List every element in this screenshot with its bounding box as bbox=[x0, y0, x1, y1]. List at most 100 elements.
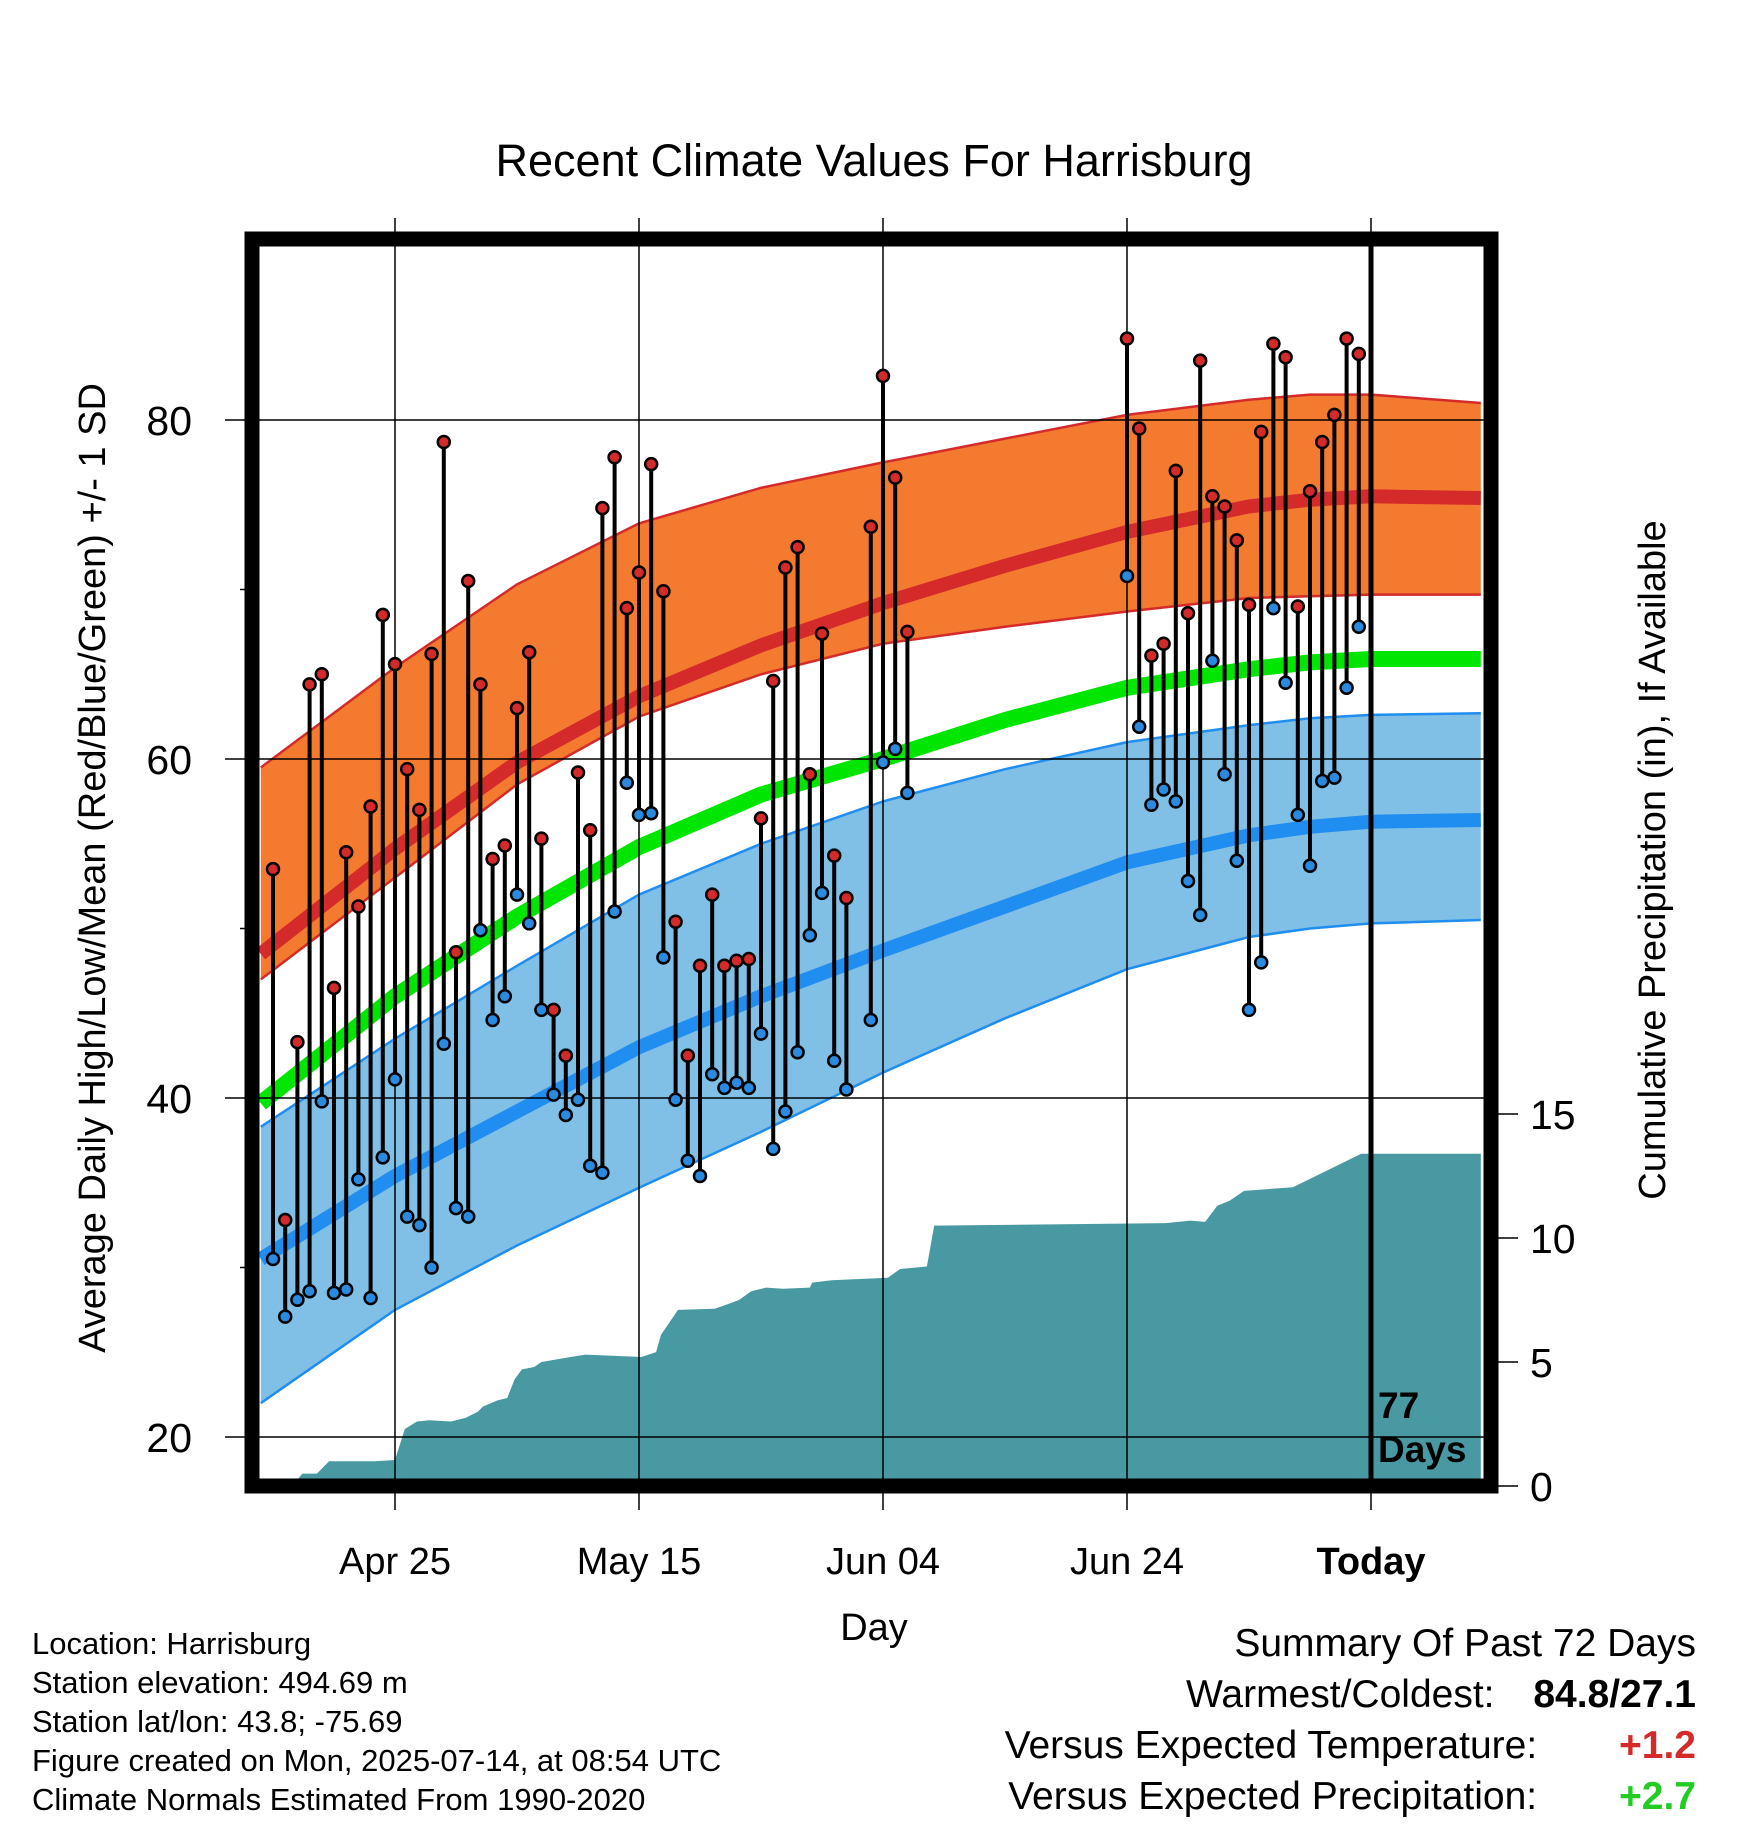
daily-high-point bbox=[521, 644, 537, 660]
summary-precip-value: +2.7 bbox=[1619, 1775, 1696, 1818]
summary-precip: Versus Expected Precipitation: +2.7 bbox=[1008, 1774, 1696, 1820]
y2-tick-label: 0 bbox=[1530, 1464, 1553, 1510]
daily-low-point bbox=[802, 928, 818, 943]
daily-low-point bbox=[363, 1290, 378, 1306]
mean-low-line bbox=[259, 813, 1481, 1265]
daily-high-point bbox=[1217, 499, 1232, 514]
high-upper-edge bbox=[260, 393, 1481, 769]
daily-high-point bbox=[363, 799, 378, 814]
daily-high-point bbox=[778, 560, 793, 575]
daily-high-point bbox=[643, 456, 659, 472]
daily-low-point bbox=[424, 1260, 439, 1275]
daily-high-point bbox=[509, 700, 525, 716]
daily-low-point bbox=[485, 1012, 500, 1028]
summary-precip-label: Versus Expected Precipitation: bbox=[1008, 1775, 1538, 1818]
daily-low-point bbox=[277, 1309, 293, 1324]
daily-low-point bbox=[399, 1209, 415, 1224]
daily-low-point bbox=[900, 785, 915, 801]
daily-low-point bbox=[863, 1012, 879, 1028]
daily-high-point bbox=[1290, 599, 1306, 614]
daily-high-point bbox=[741, 951, 757, 967]
daily-low-point bbox=[1180, 873, 1196, 889]
daily-low-point bbox=[509, 887, 525, 902]
daily-high-point bbox=[436, 434, 452, 450]
daily-high-point bbox=[1351, 346, 1367, 362]
daily-low-point bbox=[375, 1150, 391, 1165]
daily-low-point bbox=[1314, 773, 1330, 789]
daily-low-point bbox=[753, 1026, 769, 1041]
daily-low-point bbox=[1217, 767, 1232, 782]
x-tick-label: May 15 bbox=[577, 1541, 702, 1583]
daily-high-point bbox=[412, 802, 427, 818]
daily-high-point bbox=[546, 1002, 561, 1018]
daily-low-point bbox=[741, 1080, 757, 1096]
summary-warmest: Warmest/Coldest: 84.8/27.1 bbox=[1186, 1672, 1696, 1718]
daily-low-point bbox=[497, 989, 513, 1004]
daily-low-point bbox=[1192, 907, 1208, 923]
daily-high-point bbox=[1156, 636, 1171, 651]
daily-low-point bbox=[887, 741, 903, 757]
daily-low-point bbox=[546, 1087, 561, 1102]
daily-high-point bbox=[351, 899, 366, 914]
daily-low-point bbox=[412, 1217, 427, 1233]
daily-low-point bbox=[875, 755, 891, 770]
daily-low-point bbox=[1339, 680, 1354, 696]
daily-high-point bbox=[887, 470, 903, 485]
y-axis-label: Average Daily High/Low/Mean (Red/Blue/Gr… bbox=[72, 383, 114, 1353]
daily-high-point bbox=[1253, 424, 1269, 440]
summary-temp-value: +1.2 bbox=[1619, 1724, 1696, 1767]
daily-high-point bbox=[326, 980, 342, 996]
daily-low-point bbox=[1327, 770, 1342, 785]
chart-title: Recent Climate Values For Harrisburg bbox=[496, 135, 1253, 186]
daily-high-point bbox=[1302, 483, 1318, 499]
y2-axis-label: Cumulative Precipitation (in), If Availa… bbox=[1632, 520, 1674, 1199]
daily-low-point bbox=[643, 805, 659, 821]
daily-high-point bbox=[826, 848, 842, 863]
summary-temp-label: Versus Expected Temperature: bbox=[1004, 1724, 1538, 1767]
daily-low-point bbox=[656, 950, 671, 965]
low-lower-edge bbox=[260, 918, 1481, 1405]
daily-high-point bbox=[1144, 648, 1159, 663]
daily-low-point bbox=[338, 1282, 354, 1297]
daily-low-point bbox=[826, 1053, 842, 1068]
daily-high-point bbox=[485, 851, 500, 867]
today-days-count: 77 bbox=[1378, 1385, 1419, 1426]
daily-low-point bbox=[351, 1172, 366, 1187]
plot-border bbox=[244, 231, 1499, 1494]
daily-high-point bbox=[448, 944, 464, 960]
y2-tick-label: 5 bbox=[1530, 1340, 1553, 1386]
info-normals: Climate Normals Estimated From 1990-2020 bbox=[32, 1782, 646, 1817]
info-latlon: Station lat/lon: 43.8; -75.69 bbox=[32, 1704, 403, 1739]
daily-low-point bbox=[1119, 568, 1135, 584]
daily-high-point bbox=[338, 844, 354, 860]
daily-high-point bbox=[534, 831, 549, 846]
daily-low-point bbox=[692, 1168, 708, 1184]
daily-values bbox=[265, 331, 1367, 1324]
daily-high-point bbox=[473, 677, 488, 692]
daily-high-point bbox=[582, 822, 598, 838]
info-location: Location: Harrisburg bbox=[32, 1626, 312, 1661]
x-axis-label: Day bbox=[840, 1607, 908, 1649]
axis-ticks: Apr 25 May 15 Jun 04 Jun 24 Today 20 40 60 80 0 5 1… bbox=[146, 398, 1575, 1583]
x-tick-label: Today bbox=[1316, 1541, 1425, 1583]
daily-low-point bbox=[1205, 653, 1220, 668]
daily-high-point bbox=[619, 600, 635, 616]
low-upper-edge bbox=[260, 711, 1481, 1128]
summary-title: Summary Of Past 72 Days bbox=[1234, 1622, 1696, 1665]
daily-high-point bbox=[680, 1048, 696, 1063]
daily-low-point bbox=[1229, 853, 1245, 868]
daily-high-point bbox=[814, 626, 830, 641]
daily-high-point bbox=[424, 646, 439, 662]
mean-high-line bbox=[259, 489, 1481, 960]
daily-high-point bbox=[1229, 533, 1245, 548]
y-tick-label: 40 bbox=[146, 1076, 192, 1122]
daily-low-point bbox=[765, 1141, 781, 1157]
summary-temp: Versus Expected Temperature: +1.2 bbox=[1005, 1723, 1696, 1769]
daily-high-point bbox=[656, 583, 671, 599]
daily-high-point bbox=[900, 624, 915, 640]
daily-low-point bbox=[1168, 794, 1184, 809]
low-sd-band bbox=[260, 713, 1481, 1404]
daily-low-point bbox=[1131, 719, 1147, 735]
daily-low-point bbox=[265, 1251, 281, 1267]
daily-high-point bbox=[1241, 597, 1257, 613]
